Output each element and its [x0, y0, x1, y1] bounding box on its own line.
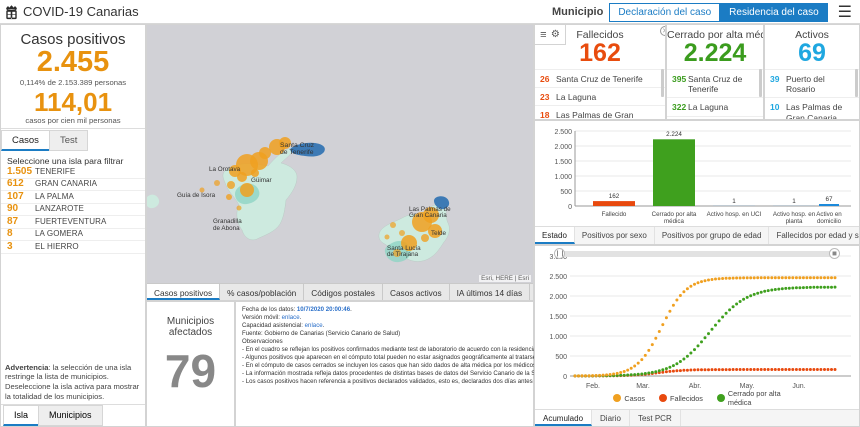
svg-text:Granadilla: Granadilla — [213, 218, 242, 225]
svg-text:500: 500 — [560, 189, 572, 196]
svg-text:de Tirajana: de Tirajana — [387, 251, 419, 258]
svg-text:Activo hosp. en UCI: Activo hosp. en UCI — [707, 211, 762, 218]
svg-text:2.000: 2.000 — [549, 294, 567, 301]
svg-text:planta: planta — [786, 218, 803, 225]
svg-text:Telde: Telde — [431, 230, 447, 237]
svg-text:1: 1 — [792, 198, 796, 205]
svg-text:Guía de Isora: Guía de Isora — [177, 192, 216, 199]
svg-text:Gran Canaria: Gran Canaria — [409, 212, 447, 219]
svg-text:La Orotava: La Orotava — [209, 166, 241, 173]
svg-text:médica: médica — [664, 218, 685, 225]
svg-text:2.500: 2.500 — [554, 129, 572, 136]
svg-text:1.500: 1.500 — [554, 159, 572, 166]
svg-text:1.000: 1.000 — [554, 174, 572, 181]
svg-text:2.500: 2.500 — [549, 274, 567, 281]
svg-text:0: 0 — [563, 374, 567, 381]
svg-text:1.000: 1.000 — [549, 334, 567, 341]
svg-text:2.000: 2.000 — [554, 144, 572, 151]
svg-text:2.224: 2.224 — [666, 131, 682, 138]
svg-text:162: 162 — [609, 193, 620, 200]
svg-text:1.500: 1.500 — [549, 314, 567, 321]
svg-text:Activo hosp. en: Activo hosp. en — [773, 211, 816, 218]
svg-text:domicilio: domicilio — [817, 218, 842, 225]
svg-text:67: 67 — [825, 196, 833, 203]
svg-text:500: 500 — [555, 354, 567, 361]
svg-text:Cerrado por alta: Cerrado por alta — [652, 211, 697, 218]
svg-text:Santa Cruz: Santa Cruz — [280, 142, 315, 149]
svg-text:Activo en: Activo en — [816, 211, 842, 218]
svg-text:de Tenerife: de Tenerife — [280, 149, 314, 156]
svg-text:Güimar: Güimar — [251, 177, 272, 184]
svg-text:0: 0 — [568, 204, 572, 211]
svg-text:de Abona: de Abona — [213, 225, 240, 232]
svg-text:1: 1 — [732, 198, 736, 205]
svg-text:Fallecido: Fallecido — [602, 211, 627, 218]
